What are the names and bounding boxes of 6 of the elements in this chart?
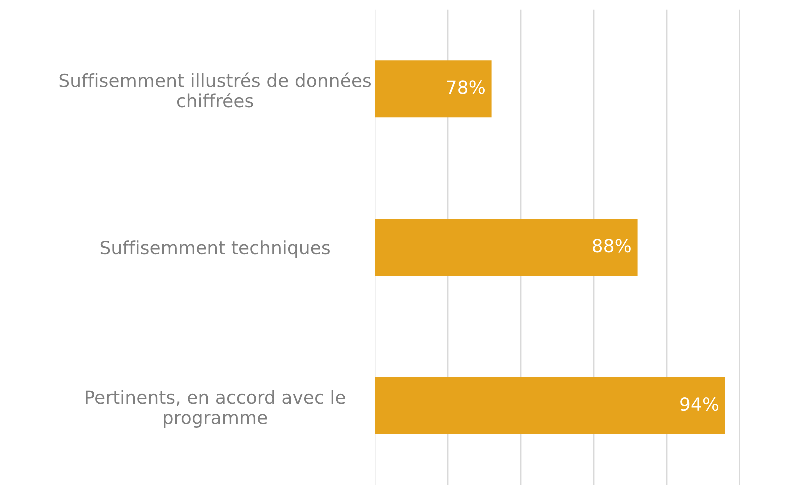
data-label: 94% bbox=[680, 397, 719, 412]
y-tick-label: Pertinents, en accord avec le programme bbox=[86, 390, 346, 428]
y-tick-label: Suffisemment techniques bbox=[100, 240, 330, 258]
data-label: 88% bbox=[593, 239, 631, 253]
y-tick-label: Suffisemment illustrés de données chiffrées bbox=[60, 72, 372, 108]
data-label: 78% bbox=[447, 80, 485, 94]
